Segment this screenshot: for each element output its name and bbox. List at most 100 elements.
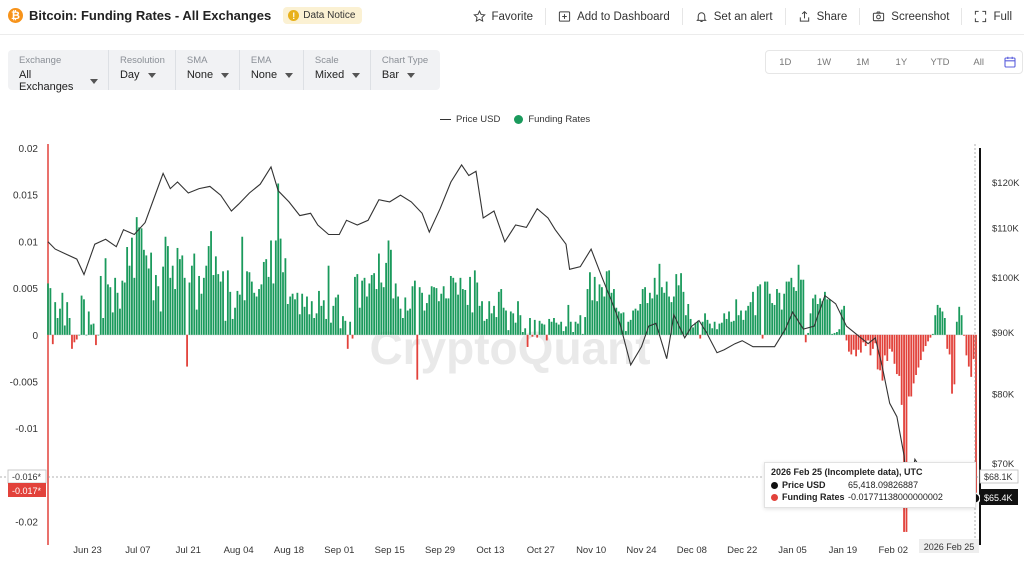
screenshot-button[interactable]: Screenshot xyxy=(859,8,961,25)
funding-rate-bar xyxy=(541,323,543,335)
exchange-value: All Exchanges xyxy=(19,69,74,93)
funding-rate-bar xyxy=(601,287,603,335)
funding-rate-bar xyxy=(366,296,368,335)
caret-down-icon xyxy=(285,72,294,78)
funding-rate-bar xyxy=(569,321,572,335)
funding-rate-bar xyxy=(648,292,651,335)
legend-price[interactable]: Price USD xyxy=(440,114,500,125)
funding-rate-bar xyxy=(80,295,83,335)
set-alert-button[interactable]: Set an alert xyxy=(681,8,785,25)
funding-rate-bar xyxy=(449,275,452,335)
funding-rate-bar xyxy=(92,323,95,335)
funding-dot-icon xyxy=(771,493,778,501)
chart-type-select[interactable]: Chart Type Bar xyxy=(371,50,440,90)
range-1d[interactable]: 1D xyxy=(779,56,792,68)
funding-rate-bar xyxy=(660,287,663,335)
funding-rate-bar xyxy=(238,294,241,335)
funding-rate-bar xyxy=(819,298,822,335)
funding-rate-bar xyxy=(248,272,251,335)
calendar-icon[interactable] xyxy=(998,56,1022,68)
funding-rate-bar xyxy=(718,323,721,335)
funding-rate-bar xyxy=(66,302,69,335)
legend-funding-label: Funding Rates xyxy=(528,114,591,125)
funding-rate-bar xyxy=(857,334,860,350)
funding-rate-bar xyxy=(339,328,342,335)
ema-select[interactable]: EMA None xyxy=(240,50,304,90)
funding-rate-bar xyxy=(121,280,124,335)
funding-rate-bar xyxy=(135,217,138,335)
range-1y[interactable]: 1Y xyxy=(895,56,908,68)
funding-rate-bar xyxy=(610,292,613,335)
funding-rate-bar xyxy=(692,327,694,335)
funding-rate-bar xyxy=(140,228,143,335)
funding-rate-bar xyxy=(879,334,881,371)
chart-legend: Price USD Funding Rates xyxy=(440,114,590,125)
funding-rate-bar xyxy=(653,277,656,335)
exchange-select[interactable]: Exchange All Exchanges xyxy=(8,50,109,93)
funding-rate-bar xyxy=(310,301,313,335)
funding-rate-bar xyxy=(639,303,642,335)
funding-rate-bar xyxy=(265,259,268,335)
funding-rate-bar xyxy=(286,303,289,335)
funding-rate-bar xyxy=(519,315,522,335)
funding-rate-bar xyxy=(78,334,81,336)
scale-label: Scale xyxy=(314,55,339,66)
sma-select[interactable]: SMA None xyxy=(176,50,240,90)
range-all[interactable]: All xyxy=(973,56,984,68)
funding-rate-bar xyxy=(59,308,61,335)
fullscreen-button[interactable]: Full xyxy=(961,8,1024,25)
x-tick-label: Dec 22 xyxy=(727,545,757,556)
share-button[interactable]: Share xyxy=(784,8,860,25)
funding-rate-bar xyxy=(430,286,433,335)
favorite-button[interactable]: Favorite xyxy=(461,8,546,25)
y-left-tick-label: 0.015 xyxy=(13,191,38,202)
funding-rate-bar xyxy=(737,315,740,335)
legend-funding[interactable]: Funding Rates xyxy=(514,114,590,125)
funding-rate-bar xyxy=(104,258,107,335)
funding-rate-bar xyxy=(459,277,462,335)
range-1m[interactable]: 1M xyxy=(856,56,870,68)
funding-rate-bar xyxy=(565,326,567,335)
range-1w[interactable]: 1W xyxy=(816,56,832,68)
funding-rate-bar xyxy=(771,303,774,335)
funding-rate-bar xyxy=(581,333,584,335)
funding-rate-bar xyxy=(119,308,121,335)
funding-rate-bar xyxy=(222,271,224,335)
funding-rate-bar xyxy=(824,291,826,335)
funding-rate-bar xyxy=(202,277,205,335)
funding-rate-bar xyxy=(404,297,407,335)
funding-rate-bar xyxy=(363,277,366,335)
fullscreen-label: Full xyxy=(993,10,1012,23)
range-ytd[interactable]: YTD xyxy=(930,56,950,68)
funding-rate-bar xyxy=(318,290,320,335)
funding-rate-bar xyxy=(514,322,517,335)
funding-rate-bar xyxy=(418,287,421,335)
funding-rate-bar xyxy=(186,334,188,367)
funding-rate-bar xyxy=(548,318,551,335)
scale-select[interactable]: Scale Mixed xyxy=(304,50,371,90)
funding-rate-bar xyxy=(493,305,495,335)
y-right-tick-label: $110K xyxy=(992,223,1019,234)
funding-rate-bar xyxy=(99,275,102,335)
tooltip-price-row: Price USD 65,418.09826887 xyxy=(771,480,918,490)
funding-rate-bar xyxy=(821,301,824,335)
funding-rate-bar xyxy=(780,309,783,335)
y-left-tick-label: 0.02 xyxy=(19,144,39,155)
funding-rate-bar xyxy=(826,299,829,335)
funding-rate-bar xyxy=(828,299,831,335)
add-to-dashboard-button[interactable]: Add to Dashboard xyxy=(545,8,682,25)
chart-tooltip: 2026 Feb 25 (Incomplete data), UTC Price… xyxy=(764,462,976,508)
funding-rate-bar xyxy=(512,313,515,335)
funding-rate-bar xyxy=(116,292,119,335)
funding-rate-bar xyxy=(713,321,716,335)
funding-rate-bar xyxy=(193,253,196,335)
x-tick-label: Aug 18 xyxy=(274,545,304,556)
funding-rate-bar xyxy=(838,329,841,335)
crosshair-right-value-box xyxy=(980,489,1018,505)
funding-rate-bar xyxy=(274,240,277,335)
data-notice-button[interactable]: ! Data Notice xyxy=(283,7,363,24)
add-to-dashboard-label: Add to Dashboard xyxy=(577,10,670,23)
warning-icon: ! xyxy=(288,10,300,21)
resolution-select[interactable]: Resolution Day xyxy=(109,50,176,90)
funding-rate-bar xyxy=(593,276,596,335)
